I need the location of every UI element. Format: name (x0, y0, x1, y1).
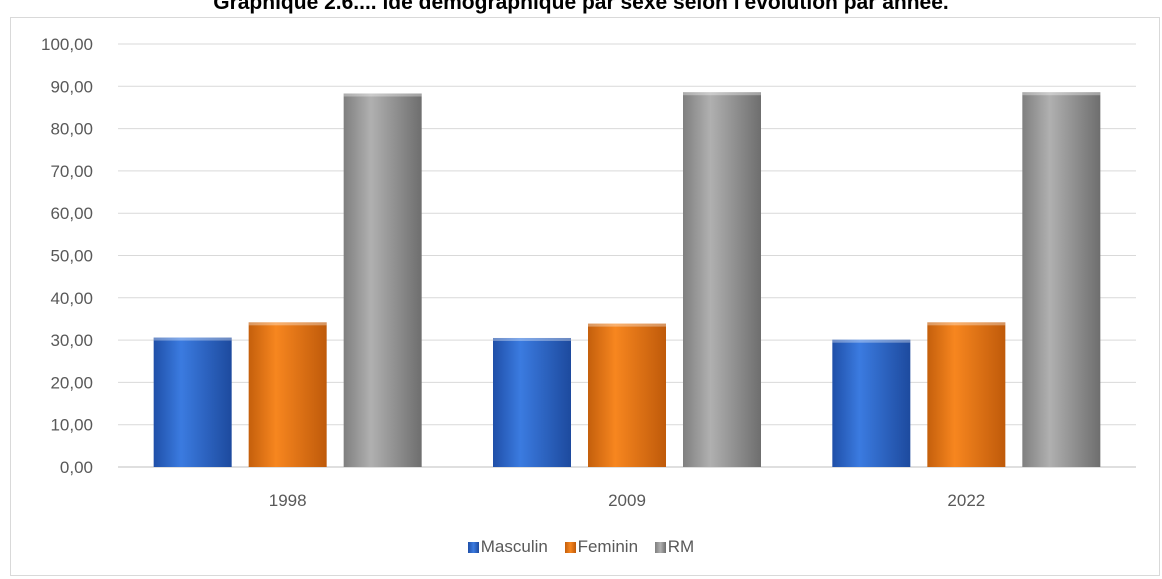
legend-item-feminin: Feminin (564, 536, 639, 557)
y-tick-label: 0,00 (60, 458, 93, 477)
legend-label-masculin: Masculin (480, 536, 548, 556)
bar-bevel (343, 93, 422, 97)
bar-feminin-2022 (927, 322, 1006, 467)
bar-bevel (248, 322, 327, 326)
bar-rm-1998 (343, 93, 422, 467)
bars (153, 92, 1101, 468)
y-axis-ticks: 0,00 10,00 20,00 30,00 40,00 50,00 60,00 70,00 8… (41, 35, 93, 477)
x-tick-label: 2022 (947, 491, 985, 510)
bar-bevel (927, 322, 1006, 326)
y-tick-label: 60,00 (50, 204, 93, 223)
legend-swatch-masculin (467, 541, 479, 553)
y-tick-label: 70,00 (50, 162, 93, 181)
bar-bevel (832, 339, 911, 343)
x-axis-ticks: 1998 2009 2022 (269, 491, 985, 510)
bar-masculin-2022 (832, 339, 911, 467)
bar-masculin-2009 (493, 337, 571, 467)
y-tick-label: 40,00 (50, 289, 93, 308)
legend-label-rm: RM (667, 536, 695, 556)
legend-swatch-rm (654, 541, 666, 553)
bar-feminin-1998 (248, 322, 327, 467)
bar-rm-2022 (1022, 92, 1101, 468)
bar-bevel (588, 323, 666, 327)
bar-feminin-2009 (588, 323, 666, 467)
legend-label-feminin: Feminin (577, 536, 639, 556)
y-tick-label: 80,00 (50, 120, 93, 139)
y-tick-label: 10,00 (50, 416, 93, 435)
legend-item-rm: RM (654, 536, 695, 557)
x-tick-label: 2009 (608, 491, 646, 510)
legend-item-masculin: Masculin (467, 536, 548, 557)
bar-bevel (153, 337, 232, 341)
y-tick-label: 90,00 (50, 77, 93, 96)
legend-swatch-feminin (564, 541, 576, 553)
chart-frame (10, 17, 1160, 576)
bar-bevel (683, 92, 761, 96)
y-tick-label: 30,00 (50, 331, 93, 350)
y-tick-label: 20,00 (50, 373, 93, 392)
legend: Masculin Feminin RM (0, 536, 1162, 557)
bar-bevel (493, 337, 571, 341)
bar-masculin-1998 (153, 337, 232, 467)
bar-bevel (1022, 92, 1101, 96)
y-tick-label: 50,00 (50, 247, 93, 266)
bar-rm-2009 (683, 92, 761, 468)
x-tick-label: 1998 (269, 491, 307, 510)
chart-title: Graphique 2.6.... ide démographique par … (213, 0, 949, 14)
y-tick-label: 100,00 (41, 35, 93, 54)
